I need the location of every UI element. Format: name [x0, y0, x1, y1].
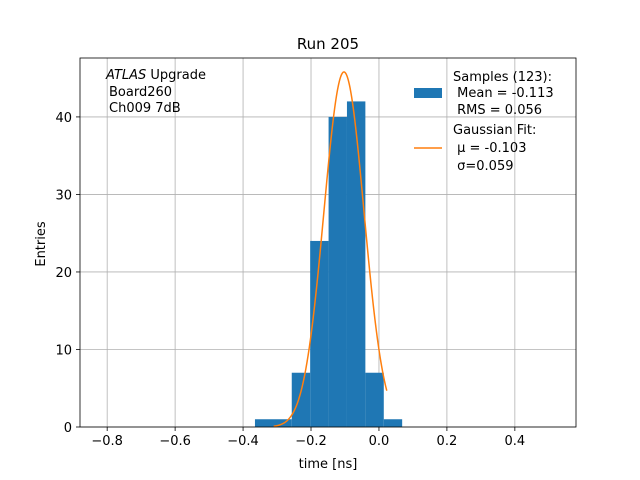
x-tick-label: 0.4	[505, 434, 526, 449]
y-tick-label: 30	[55, 188, 72, 203]
gaussian-fit	[273, 71, 388, 427]
x-tick-label: −0.8	[91, 434, 123, 449]
x-tick-label: −0.4	[227, 434, 259, 449]
y-tick-label: 10	[55, 343, 72, 358]
legend-fit-line-1: Gaussian Fit:	[453, 123, 536, 138]
histogram-bar	[310, 240, 329, 427]
x-tick-label: −0.6	[159, 434, 191, 449]
histogram-bar	[346, 101, 366, 427]
histogram-bar	[383, 419, 403, 427]
plot-frame	[79, 57, 577, 428]
x-tick-label: 0.2	[437, 434, 458, 449]
histogram-bar	[328, 116, 347, 428]
y-tick-label: 20	[55, 266, 72, 281]
x-axis-label: time [ns]	[299, 457, 358, 472]
histogram-bar	[291, 372, 311, 427]
histogram-bar	[254, 419, 292, 427]
ticks: −0.8 −0.6 −0.4 −0.2 0.0 0.2 0.4 0 10 20 30 40	[55, 111, 525, 449]
annotation-line-3: Ch009 7dB	[109, 101, 181, 116]
x-tick-label: −0.2	[295, 434, 327, 449]
annotation-upgrade: Upgrade	[146, 68, 206, 83]
y-tick-label: 40	[55, 111, 72, 126]
legend-histogram-swatch	[414, 88, 442, 98]
y-tick-label: 0	[64, 421, 72, 436]
legend: Samples (123): Mean = -0.113 RMS = 0.056…	[414, 70, 554, 174]
legend-histogram-line-2: Mean = -0.113	[453, 86, 554, 101]
y-axis-label: Entries	[34, 221, 49, 267]
legend-histogram-line-3: RMS = 0.056	[453, 103, 542, 118]
axes	[79, 57, 577, 428]
x-tick-label: 0.0	[369, 434, 390, 449]
gaussian-fit-curve	[273, 71, 388, 427]
atlas-annotation: ATLAS Upgrade Board260 Ch009 7dB	[105, 68, 206, 116]
annotation-line-1: ATLAS Upgrade	[105, 68, 206, 83]
annotation-line-2: Board260	[109, 85, 172, 100]
annotation-atlas: ATLAS	[105, 68, 146, 83]
legend-fit-line-2: μ = -0.103	[453, 141, 526, 156]
legend-fit-line-3: σ=0.059	[453, 159, 513, 174]
chart-title: Run 205	[297, 35, 359, 53]
histogram-bar	[365, 372, 384, 427]
legend-histogram-line-1: Samples (123):	[453, 70, 552, 85]
